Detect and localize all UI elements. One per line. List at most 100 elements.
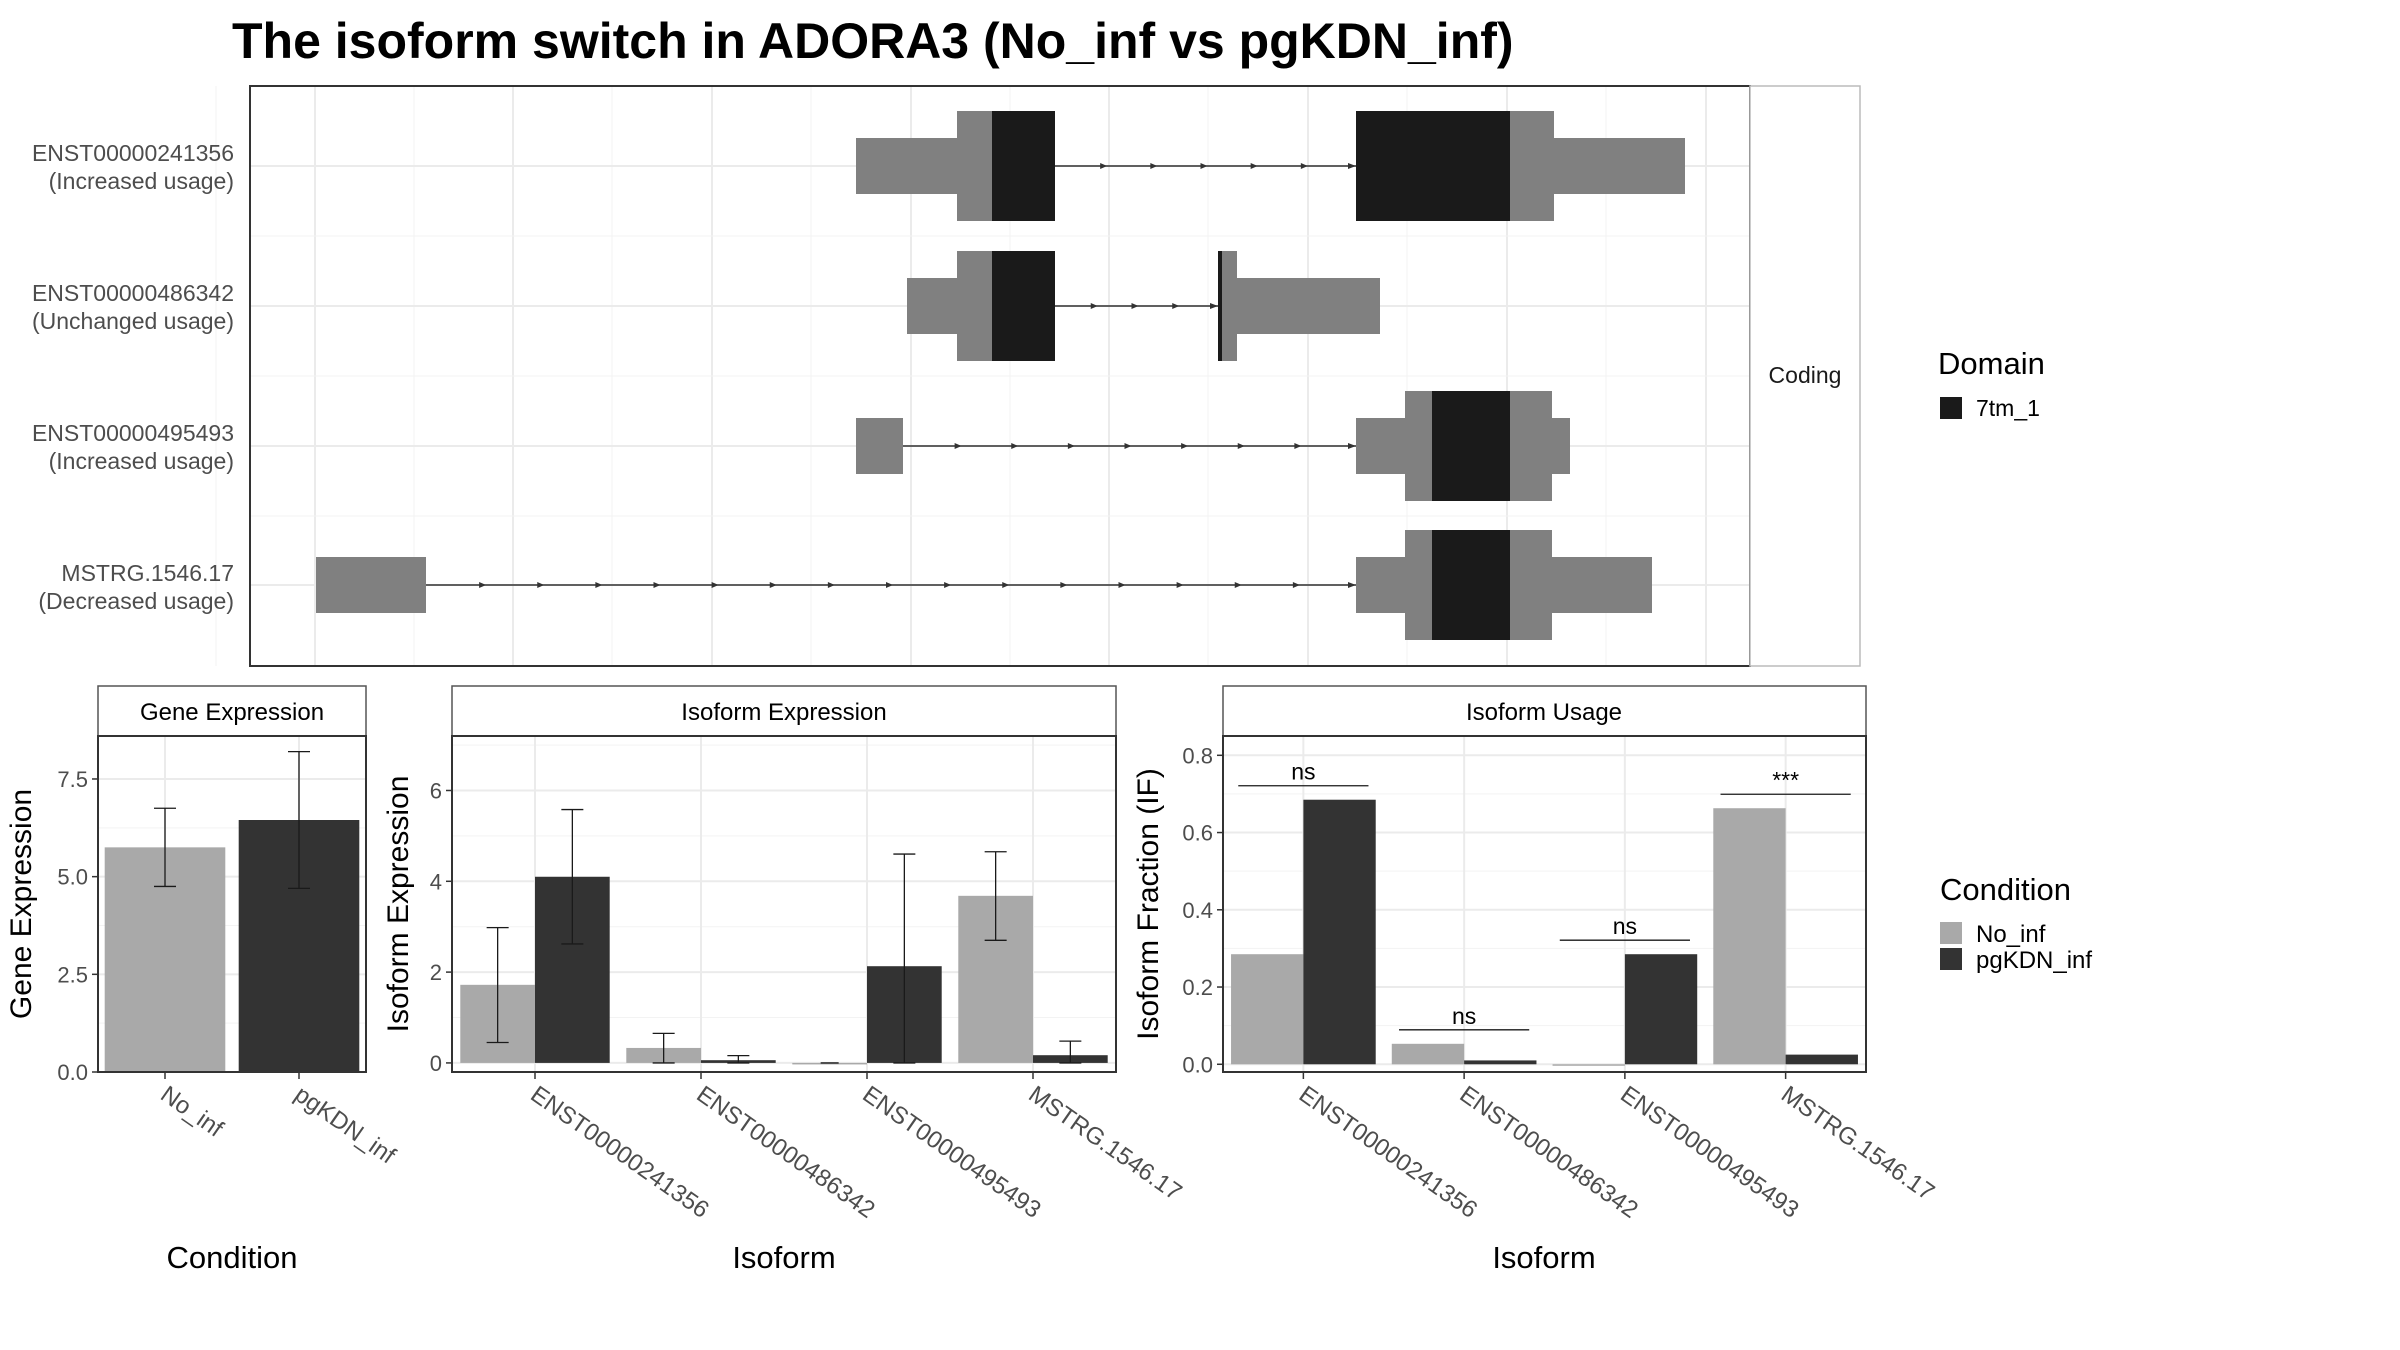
intron-arrow xyxy=(1131,303,1139,309)
condition-legend-key-no-inf xyxy=(1940,922,1962,944)
condition-legend-label-no-inf: No_inf xyxy=(1976,921,2046,948)
y-tick-label: 2 xyxy=(430,960,442,985)
isoform-expression-x-ticks: ENST00000241356ENST00000486342ENST000004… xyxy=(526,1072,1187,1224)
structure-panel: Coding ENST00000241356 (Increased usage)… xyxy=(32,85,1861,667)
condition-legend: Condition No_inf pgKDN_inf xyxy=(1940,872,2092,974)
gene-expression-panel: Gene Expression 0.0 2.5 5.0 7.5 No_inf pgKDN… xyxy=(5,685,401,1275)
coding-exon xyxy=(1222,251,1237,361)
bar xyxy=(1785,1054,1858,1065)
structure-marks xyxy=(316,111,1685,640)
bar xyxy=(1464,1060,1537,1065)
isoform-usage-panel-border xyxy=(1222,735,1867,1073)
intron-arrow xyxy=(1234,582,1242,588)
intron-arrow xyxy=(1210,303,1218,309)
gene-expression-x-ticks: No_inf pgKDN_inf xyxy=(156,1072,401,1170)
coding-exon xyxy=(1510,530,1552,640)
intron-arrow xyxy=(1237,443,1245,449)
y-tick-label: 0.4 xyxy=(1182,898,1213,923)
x-tick-label: MSTRG.1546.17 xyxy=(1024,1081,1187,1206)
intron-arrow xyxy=(1181,443,1189,449)
condition-legend-label-pgkdn-inf: pgKDN_inf xyxy=(1976,947,2092,974)
intron-arrow xyxy=(1348,582,1356,588)
domain-7tm-1-segment xyxy=(1432,530,1510,640)
intron-arrow xyxy=(827,582,835,588)
condition-legend-key-pgkdn-inf xyxy=(1940,948,1962,970)
y-tick-label: 0.0 xyxy=(1182,1052,1213,1077)
y-tick-label: 0.2 xyxy=(1182,975,1213,1000)
isoform-usage-y-ticks: 0.0 0.2 0.4 0.6 0.8 xyxy=(1182,743,1223,1077)
gene-expression-x-axis-title: Condition xyxy=(167,1240,298,1275)
x-tick-label: ENST00000486342 xyxy=(1455,1081,1643,1224)
intron-arrow xyxy=(1002,582,1010,588)
x-tick-label: ENST00000495493 xyxy=(858,1081,1046,1224)
isoform-expression-panel: Isoform Expression 0 2 4 6 ENST00000241356E… xyxy=(382,685,1187,1275)
significance-label: ns xyxy=(1452,1003,1476,1029)
domain-legend-key xyxy=(1940,397,1962,419)
isoform-usage-strip xyxy=(1222,685,1867,737)
y-tick-label: 6 xyxy=(430,778,442,803)
intron-arrow xyxy=(537,582,545,588)
bar xyxy=(1231,954,1304,1065)
utr-exon xyxy=(1552,418,1570,474)
isoform-label-id: ENST00000486342 xyxy=(32,280,234,306)
intron-arrow xyxy=(1067,443,1075,449)
significance-label: ns xyxy=(1291,759,1315,785)
bar xyxy=(1713,808,1786,1065)
isoform-label-id: ENST00000241356 xyxy=(32,140,234,166)
utr-exon xyxy=(856,138,957,194)
structure-strip-label: Coding xyxy=(1769,362,1842,388)
domain-7tm-1-segment xyxy=(1432,391,1510,501)
isoform-usage-x-ticks: ENST00000241356ENST00000486342ENST000004… xyxy=(1294,1072,1939,1224)
domain-7tm-1-segment xyxy=(1356,111,1510,221)
isoform-usage-y-axis-title: Isoform Fraction (IF) xyxy=(1132,768,1165,1040)
figure-title: The isoform switch in ADORA3 (No_inf vs … xyxy=(232,13,1514,69)
y-tick-label: 4 xyxy=(430,869,442,894)
coding-exon xyxy=(1405,391,1432,501)
intron-arrow xyxy=(1090,303,1098,309)
y-tick-label: 0 xyxy=(430,1051,442,1076)
isoform-usage-bars: ns ns ns *** xyxy=(1231,759,1858,1066)
intron-arrow xyxy=(1176,582,1184,588)
bar xyxy=(792,1062,867,1065)
utr-exon xyxy=(1552,557,1652,613)
isoform-expression-strip-label: Isoform Expression xyxy=(681,699,886,726)
intron-arrow xyxy=(1348,443,1356,449)
condition-legend-title: Condition xyxy=(1940,872,2071,907)
isoform-label-id: ENST00000495493 xyxy=(32,420,234,446)
domain-7tm-1-segment xyxy=(1218,251,1222,361)
utr-exon xyxy=(316,557,426,613)
gene-expression-bars xyxy=(104,750,360,1072)
intron-arrow xyxy=(711,582,719,588)
gene-expression-y-axis-title: Gene Expression xyxy=(5,789,38,1019)
intron-arrow xyxy=(954,443,962,449)
intron-arrow xyxy=(1250,163,1258,169)
isoform-usage-strip-label: Isoform Usage xyxy=(1466,699,1622,726)
intron-arrow xyxy=(1292,582,1300,588)
isoform-expression-bars xyxy=(460,808,1108,1065)
domain-legend: Domain 7tm_1 xyxy=(1938,346,2045,421)
intron-arrow xyxy=(1172,303,1180,309)
significance-label: ns xyxy=(1613,913,1637,939)
intron-arrow xyxy=(595,582,603,588)
x-tick-label: pgKDN_inf xyxy=(290,1081,401,1170)
isoform-label-usage: (Increased usage) xyxy=(49,448,234,474)
x-tick-label: ENST00000486342 xyxy=(692,1081,880,1224)
gene-expression-y-ticks: 0.0 2.5 5.0 7.5 xyxy=(57,767,98,1085)
x-tick-label: ENST00000241356 xyxy=(1294,1081,1482,1224)
domain-7tm-1-segment xyxy=(992,111,1055,221)
intron-arrow xyxy=(1348,163,1356,169)
utr-exon xyxy=(1356,418,1405,474)
utr-exon xyxy=(907,278,957,334)
y-tick-label: 0.6 xyxy=(1182,821,1213,846)
isoform-label-id: MSTRG.1546.17 xyxy=(61,560,234,586)
x-tick-label: MSTRG.1546.17 xyxy=(1776,1081,1939,1206)
domain-legend-title: Domain xyxy=(1938,346,2045,381)
x-tick-label: No_inf xyxy=(156,1081,229,1143)
isoform-expression-panel-border xyxy=(451,735,1117,1073)
intron-arrow xyxy=(479,582,487,588)
coding-exon xyxy=(957,251,992,361)
intron-arrow xyxy=(1294,443,1302,449)
gene-expression-panel-border xyxy=(97,735,367,1073)
significance-label: *** xyxy=(1772,767,1799,793)
